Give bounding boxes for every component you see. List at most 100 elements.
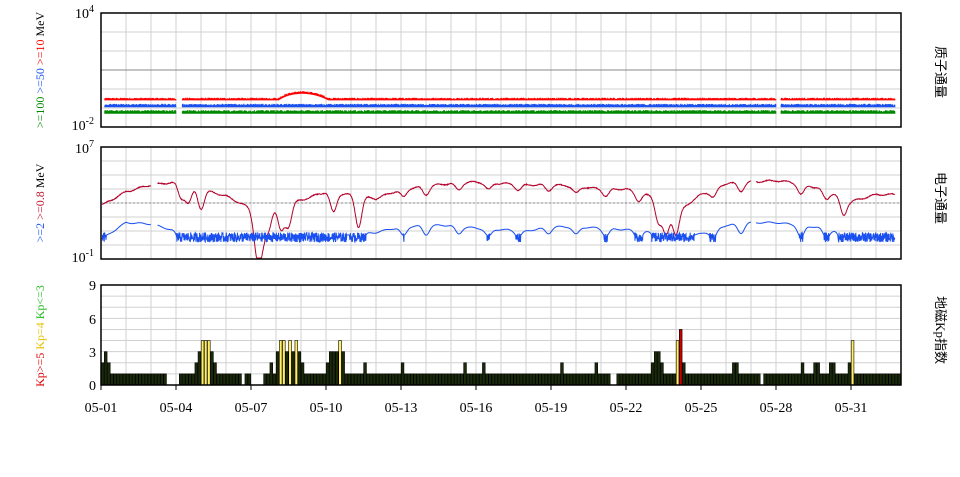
kp-bar (379, 373, 383, 386)
kp-bar (738, 373, 742, 386)
kp-bar (210, 351, 214, 386)
kp-bar (710, 373, 714, 386)
kp-bar (213, 362, 217, 386)
kp-bar (394, 373, 398, 386)
kp-bar (729, 373, 733, 386)
kp-bar (157, 373, 161, 386)
kp-bar (672, 373, 677, 386)
kp-bar (475, 373, 480, 386)
kp-bar (350, 373, 355, 386)
kp-bar (894, 373, 898, 386)
kp-bar (779, 373, 783, 386)
kp-grid (101, 285, 901, 385)
kp-bar (119, 373, 123, 386)
kp-bar (625, 373, 630, 386)
kp-bar (669, 373, 673, 386)
kp-bar (519, 373, 523, 386)
kp-bar (629, 373, 633, 386)
x-tick-label: 05-13 (385, 401, 418, 416)
kp-bar (335, 351, 339, 386)
kp-bar (360, 373, 364, 386)
kp-bar (525, 373, 530, 386)
kp-right-label: 地磁Kp指数 (933, 296, 948, 364)
kp-bar (722, 373, 727, 386)
x-tick-label: 05-22 (610, 401, 643, 416)
kp-bar (607, 373, 611, 386)
kp-bar (550, 373, 555, 386)
kp-bar (388, 373, 392, 386)
kp-bar (138, 373, 142, 386)
kp-bar (807, 373, 811, 386)
kp-bar (579, 373, 583, 386)
kp-bar (650, 362, 655, 386)
kp-bar (397, 373, 402, 386)
kp-bar (604, 373, 608, 386)
kp-bar (466, 373, 470, 386)
kp-bar (857, 373, 861, 386)
kp-bar (885, 373, 889, 386)
kp-bar (288, 340, 292, 386)
kp-bar (725, 373, 730, 386)
kp-bar (382, 373, 386, 386)
kp-bar (785, 373, 789, 386)
kp-bar (266, 373, 270, 386)
kp-bar (657, 351, 661, 386)
kp-bar (185, 373, 189, 386)
kp-bar (316, 373, 320, 386)
kp-bar (754, 373, 758, 386)
kp-bar (716, 373, 720, 386)
kp-bar (660, 362, 664, 386)
kp-bar (494, 373, 498, 386)
proton-series-line (104, 103, 896, 108)
kp-bar (575, 373, 580, 386)
kp-bar (644, 373, 648, 386)
kp-bar (247, 373, 252, 386)
kp-bar (444, 373, 448, 386)
kp-bar (219, 373, 223, 386)
x-tick-label: 05-31 (835, 401, 868, 416)
kp-bar (491, 373, 495, 386)
electron-series-08mev (102, 179, 895, 259)
kp-bar (735, 362, 739, 386)
kp-bar (238, 373, 242, 386)
kp-bar (666, 373, 670, 386)
kp-ytick-0: 0 (89, 379, 96, 394)
kp-bar (875, 373, 880, 386)
kp-bar (147, 373, 152, 386)
kp-bar (507, 373, 511, 386)
kp-bar (150, 373, 155, 386)
kp-bar (338, 340, 342, 386)
kp-bar (647, 373, 652, 386)
kp-bar (704, 373, 708, 386)
kp-bar (297, 351, 302, 386)
kp-bar (813, 362, 817, 386)
kp-bar (182, 373, 186, 386)
electron-right-label: 电子通量 (933, 172, 948, 224)
kp-bar (594, 362, 598, 386)
kp-bar (732, 362, 736, 386)
kp-bar (804, 373, 808, 386)
kp-bar (179, 373, 183, 386)
x-tick-label: 05-28 (760, 401, 793, 416)
kp-bar (757, 373, 761, 386)
kp-bar (772, 373, 777, 386)
kp-bar (616, 373, 620, 386)
kp-bar (591, 373, 595, 386)
kp-bar (513, 373, 517, 386)
kp-bar (675, 340, 680, 386)
kp-bar (854, 373, 858, 386)
kp-bar (822, 373, 827, 386)
kp-bar (104, 351, 108, 386)
kp-bar (769, 373, 773, 386)
kp-bar (788, 373, 792, 386)
proton-ytick-top: 104 (75, 4, 94, 22)
kp-bar (679, 329, 683, 386)
proton-series (101, 69, 901, 114)
kp-bar (879, 373, 883, 386)
proton-series-line (104, 91, 896, 101)
kp-ytick-3: 3 (89, 346, 96, 361)
kp-bar (872, 373, 877, 386)
kp-bar (310, 373, 314, 386)
kp-bar (419, 373, 423, 386)
kp-bar (107, 362, 111, 386)
